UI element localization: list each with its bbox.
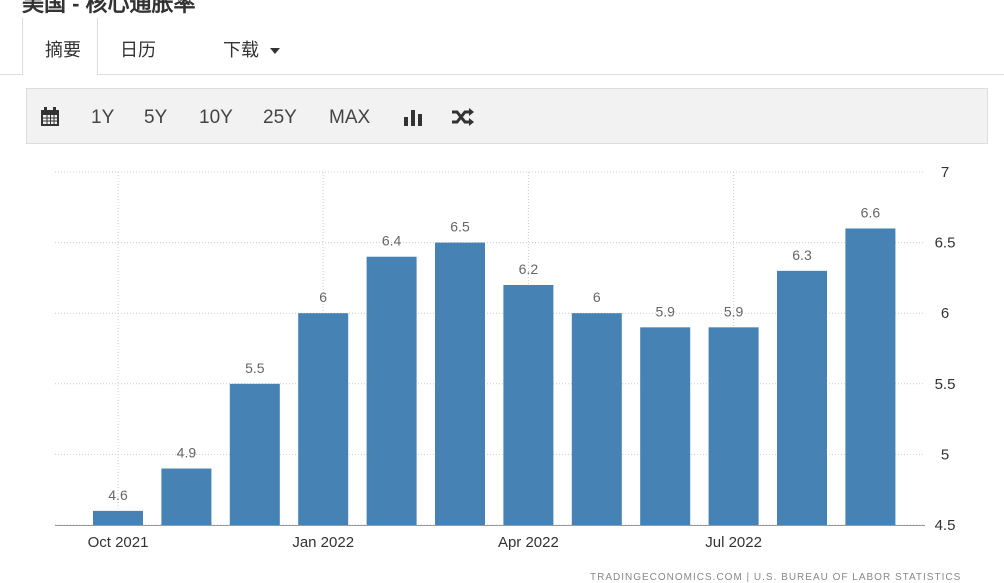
bar	[640, 327, 691, 525]
y-tick-label: 6	[941, 305, 949, 322]
tab[interactable]: 摘要	[22, 18, 98, 75]
range-button[interactable]: 10Y	[199, 107, 233, 128]
tab[interactable]: 下载	[223, 36, 281, 62]
x-tick-label: Jan 2022	[292, 534, 354, 551]
bar	[93, 510, 143, 525]
y-tick-label: 5.5	[935, 376, 956, 393]
x-tick-label: Apr 2022	[498, 534, 559, 551]
tab-label: 摘要	[45, 40, 81, 60]
page-title: 美国 - 核心通胀率	[22, 0, 196, 16]
bar	[298, 313, 349, 525]
shuffle-icon[interactable]	[451, 107, 475, 127]
toolbar: 1Y 5Y 10Y 25Y MAX	[26, 88, 988, 144]
data-label: 4.9	[177, 445, 197, 461]
bar	[777, 270, 827, 525]
bar	[708, 327, 759, 525]
tab-bar: 摘要 日历 下载	[0, 18, 1004, 75]
y-tick-label: 4.5	[935, 517, 956, 534]
data-label: 6.2	[519, 261, 539, 277]
y-tick-label: 7	[941, 164, 949, 181]
data-label: 6.3	[792, 247, 812, 263]
range-button[interactable]: 1Y	[91, 107, 115, 128]
y-tick-label: 5	[941, 446, 949, 463]
calendar-icon[interactable]	[40, 107, 60, 127]
bar	[571, 313, 622, 525]
data-label: 6	[319, 289, 327, 305]
source: TRADINGECONOMICS.COM | U.S. BUREAU OF LA…	[590, 572, 962, 583]
bar	[161, 468, 212, 525]
chart: 4.5 5 5.5 6 6.5 7 Oct 2021 Jan 2022 Apr 2022 Jul …	[55, 164, 956, 551]
data-label: 6.5	[450, 219, 470, 235]
bar-chart-icon[interactable]	[403, 107, 423, 127]
x-tick-label: Oct 2021	[88, 534, 149, 551]
data-label: 5.5	[245, 360, 265, 376]
tab-label: 下载	[223, 40, 259, 60]
caret	[270, 48, 281, 55]
tab[interactable]: 日历	[120, 40, 156, 60]
bar	[229, 383, 280, 525]
bar	[503, 284, 554, 525]
x-tick-label: Jul 2022	[705, 534, 762, 551]
data-label: 6	[593, 289, 601, 305]
range-button[interactable]: 25Y	[263, 107, 297, 128]
y-tick-label: 6.5	[935, 235, 956, 252]
data-label: 6.6	[861, 204, 881, 220]
data-label: 4.6	[108, 487, 128, 503]
bar	[435, 242, 485, 525]
data-label: 5.9	[655, 303, 675, 319]
range-button[interactable]: MAX	[329, 107, 371, 128]
bar	[366, 256, 417, 525]
data-label: 5.9	[724, 303, 744, 319]
data-label: 6.4	[382, 233, 402, 249]
bar	[845, 228, 896, 525]
range-button[interactable]: 5Y	[144, 107, 168, 128]
